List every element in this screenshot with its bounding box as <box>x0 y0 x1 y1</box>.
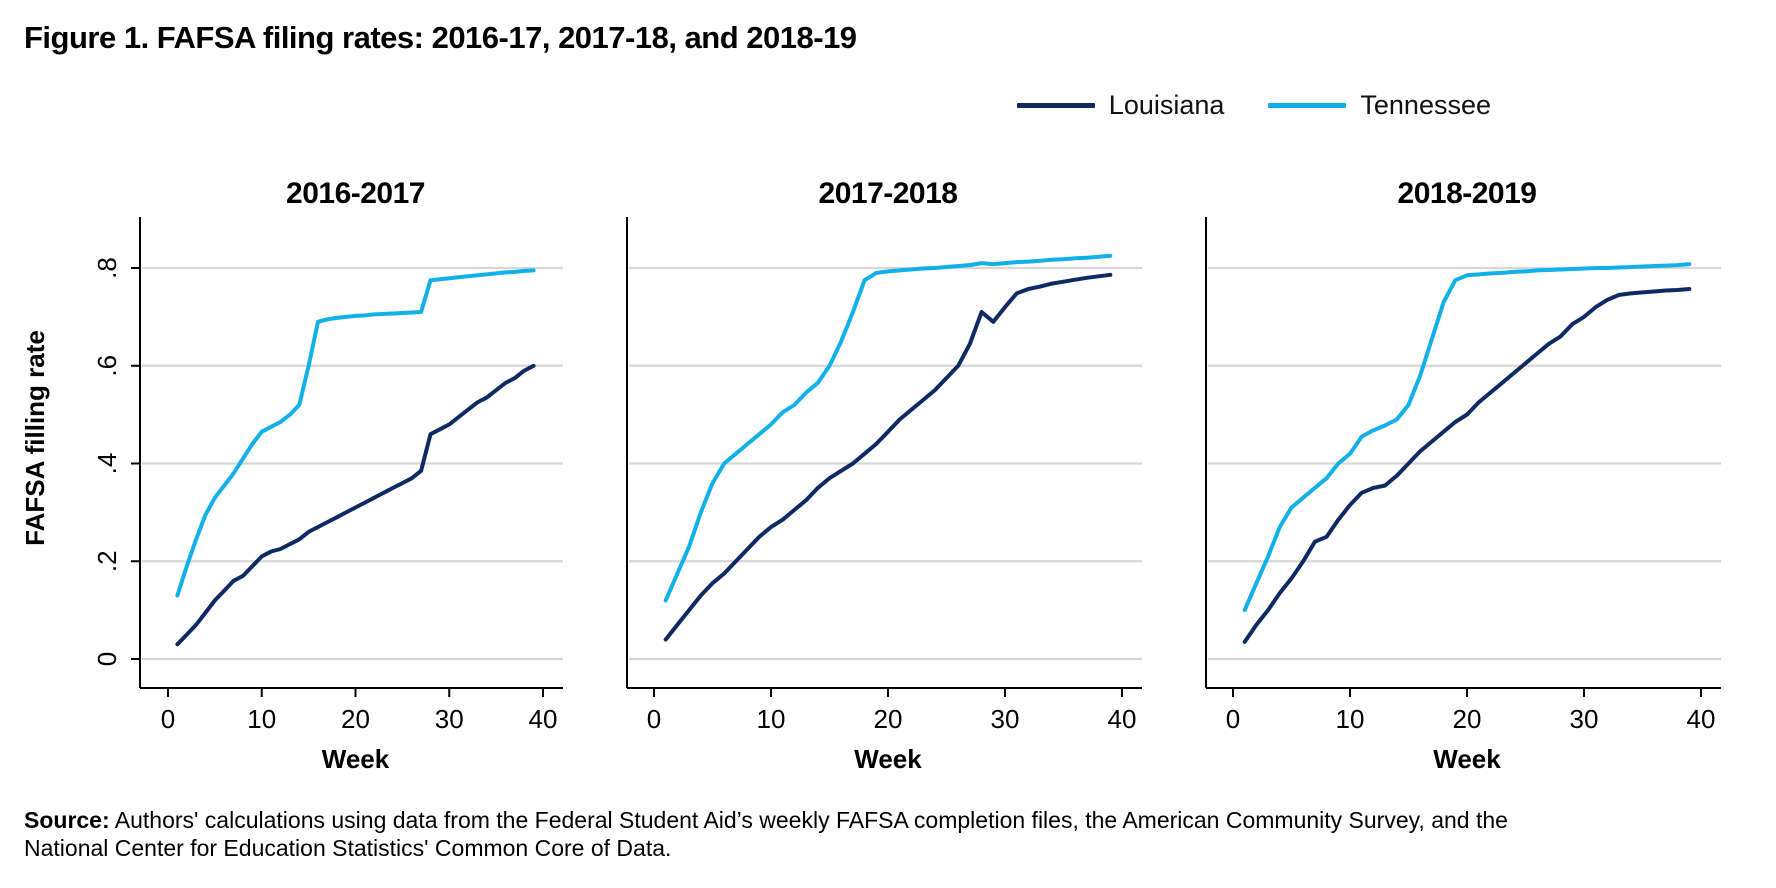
x-axis-title: Week <box>854 744 922 774</box>
y-tick-label: .4 <box>92 453 122 475</box>
x-tick-label: 40 <box>529 704 558 734</box>
x-tick-label: 40 <box>1108 704 1137 734</box>
x-tick-label: 10 <box>1336 704 1365 734</box>
louisiana-series-line <box>1242 287 1692 644</box>
x-tick-label: 0 <box>161 704 175 734</box>
legend-item-louisiana: Louisiana <box>1016 90 1225 121</box>
source-label: Source: <box>24 807 110 833</box>
tennessee-line-swatch <box>1268 103 1347 108</box>
louisiana-series-line <box>175 363 536 647</box>
tennessee-series-line <box>175 268 536 598</box>
legend-label-tennessee: Tennessee <box>1360 90 1491 120</box>
x-axis-title: Week <box>322 744 390 774</box>
y-axis-title: FAFSA filling rate <box>20 330 50 546</box>
legend: Louisiana Tennessee <box>1016 90 1491 121</box>
source-note: Source: Authors' calculations using data… <box>24 806 1564 862</box>
figure-title: Figure 1. FAFSA filing rates: 2016-17, 2… <box>24 20 857 55</box>
x-axis-title: Week <box>1433 744 1501 774</box>
y-tick-label: .6 <box>92 355 122 377</box>
louisiana-series-line <box>663 272 1113 642</box>
x-tick-label: 10 <box>757 704 786 734</box>
x-tick-label: 10 <box>247 704 276 734</box>
x-tick-label: 30 <box>435 704 464 734</box>
x-tick-label: 40 <box>1687 704 1716 734</box>
tennessee-series-line <box>1242 262 1692 613</box>
x-tick-label: 30 <box>1570 704 1599 734</box>
legend-label-louisiana: Louisiana <box>1108 90 1225 120</box>
y-tick-label: .8 <box>92 257 122 279</box>
x-tick-label: 20 <box>874 704 903 734</box>
x-tick-label: 0 <box>647 704 661 734</box>
x-tick-label: 30 <box>991 704 1020 734</box>
louisiana-line-swatch <box>1016 103 1095 108</box>
x-tick-label: 20 <box>341 704 370 734</box>
x-tick-label: 20 <box>1453 704 1482 734</box>
y-tick-label: .2 <box>92 550 122 572</box>
x-tick-label: 0 <box>1226 704 1240 734</box>
tennessee-series-line <box>663 253 1113 603</box>
source-text: Authors' calculations using data from th… <box>24 807 1508 861</box>
panel-title: 2017-2018 <box>819 177 958 210</box>
y-tick-label: 0 <box>92 652 122 666</box>
panel-title: 2016-2017 <box>286 177 425 210</box>
legend-item-tennessee: Tennessee <box>1268 90 1491 121</box>
panel-title: 2018-2019 <box>1398 177 1537 210</box>
